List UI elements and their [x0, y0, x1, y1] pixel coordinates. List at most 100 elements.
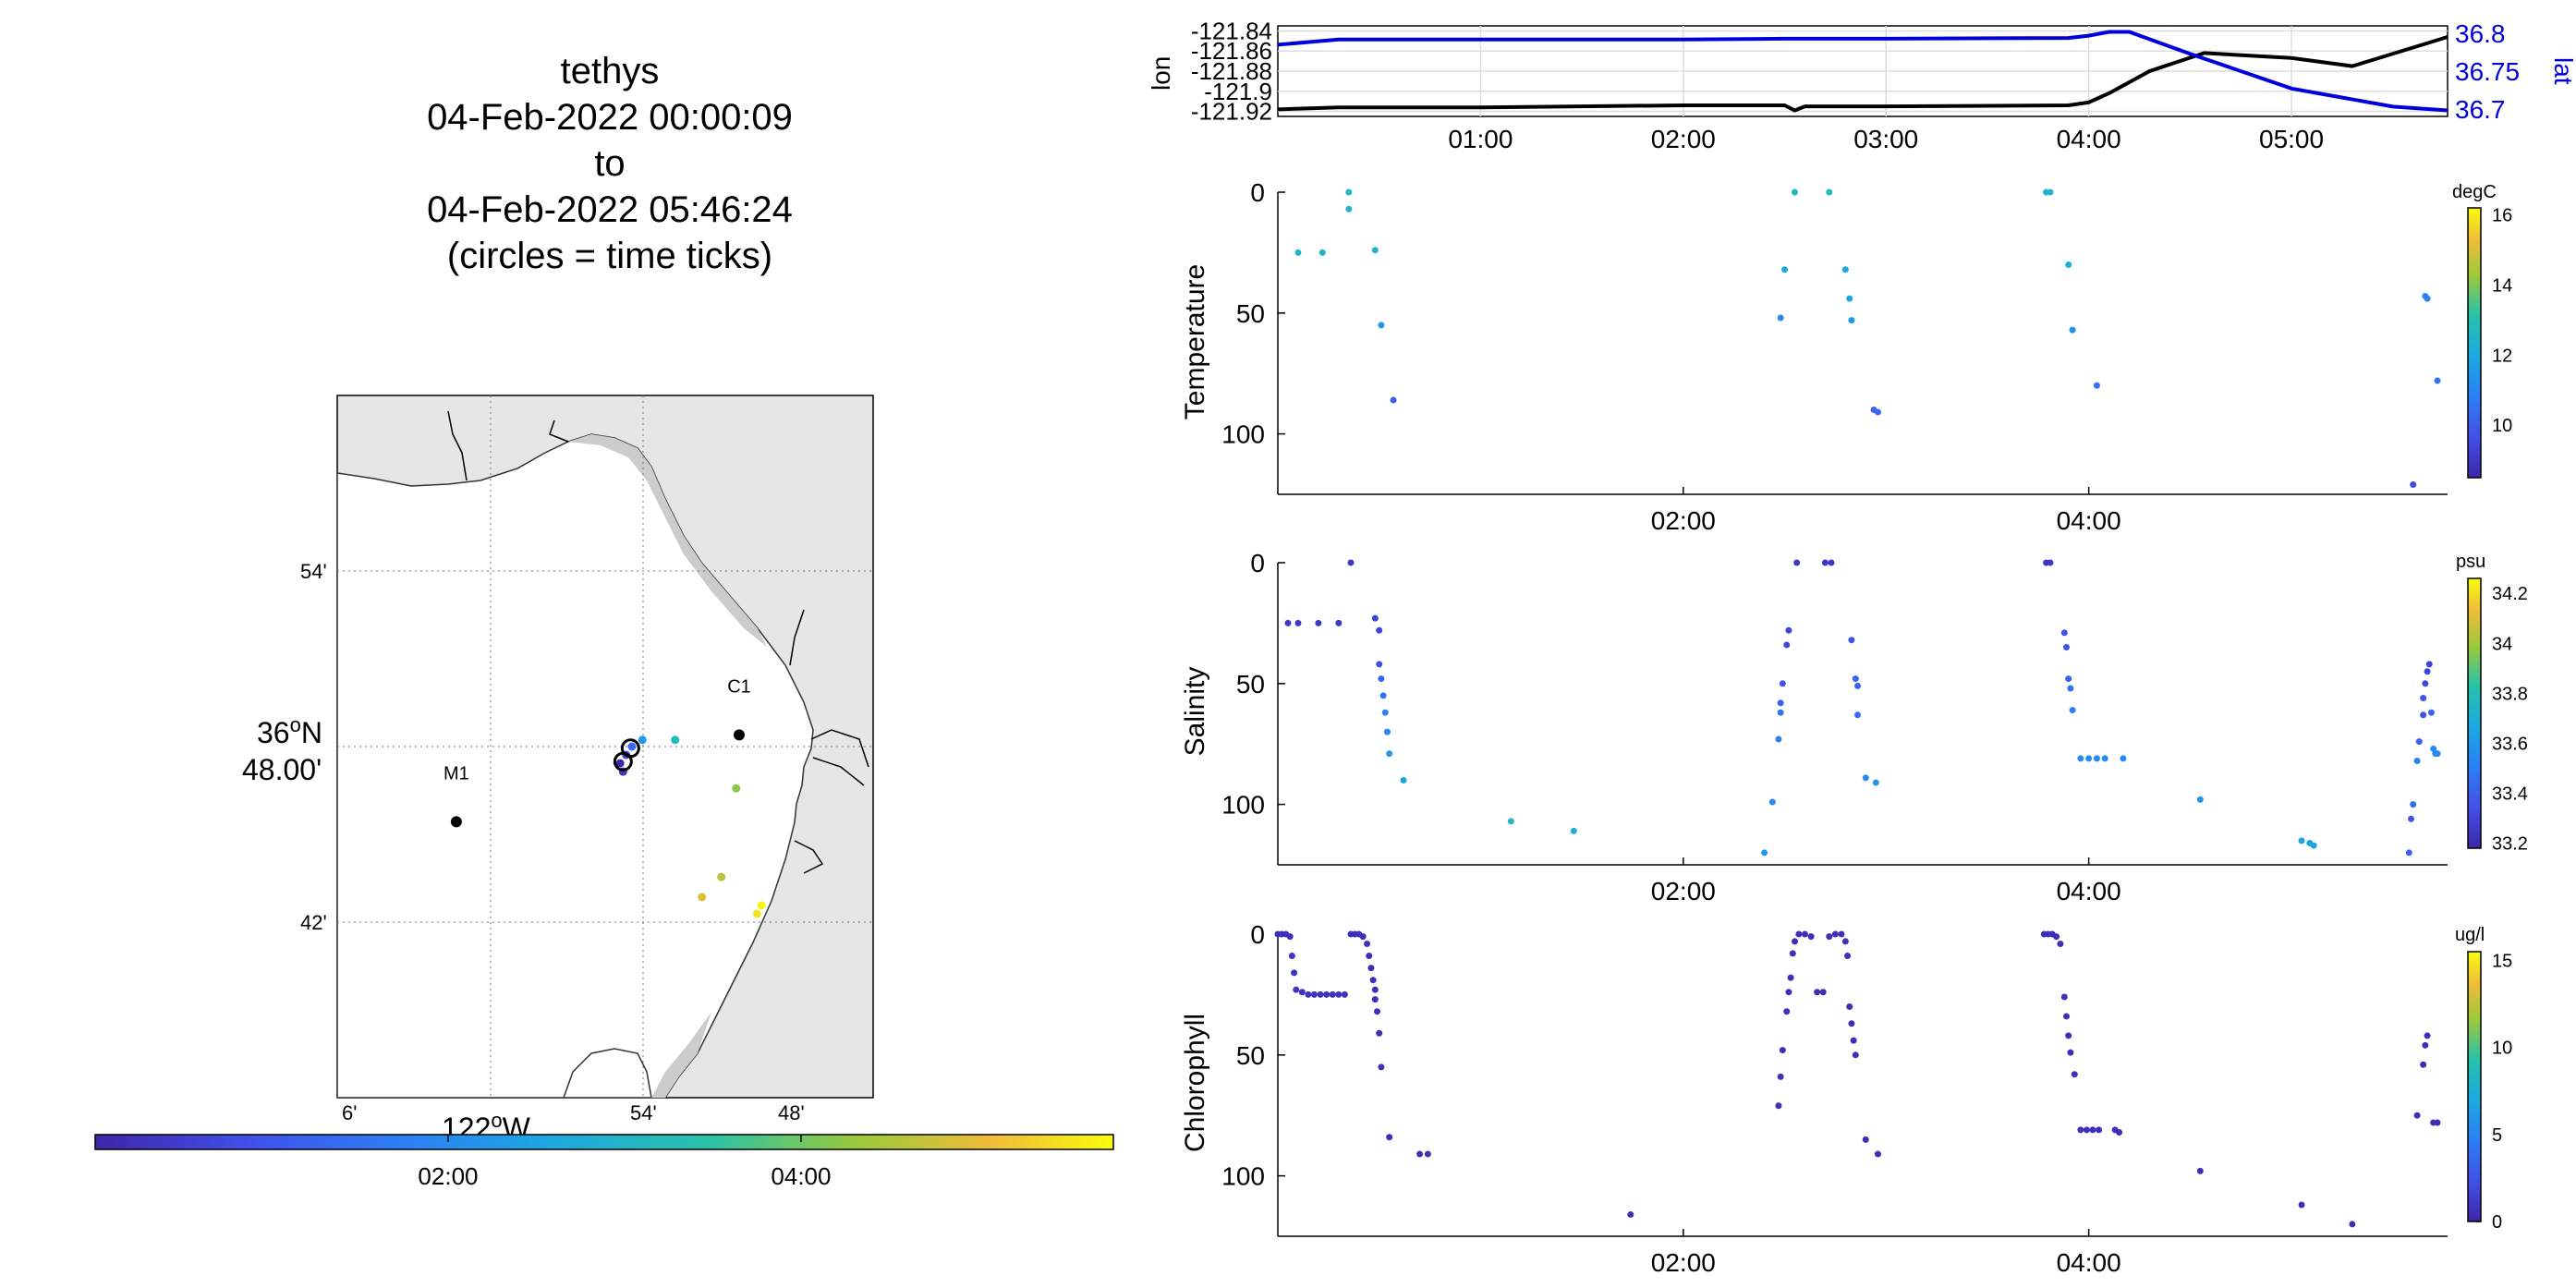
- chlorophyll-point: [1310, 990, 1318, 998]
- temperature-point: [1826, 188, 1833, 196]
- salinity-panel: 0 50 100 02:00 04:00 34.2 34 33.8 33.6 33.4 33.2 S…: [1180, 549, 2528, 905]
- chlorophyll-ytick-label: 0: [1250, 920, 1265, 949]
- temperature-point: [1874, 408, 1881, 416]
- figure-title: tethys 04-Feb-2022 00:00:09 to 04-Feb-20…: [314, 48, 905, 279]
- chlorophyll-point: [2067, 1049, 2074, 1056]
- elkhorn-slough: [810, 729, 869, 786]
- salinity-point: [1570, 827, 1577, 834]
- map-colorbar-tick-label: 04:00: [771, 1162, 831, 1190]
- salinity-point: [1828, 559, 1835, 566]
- salinity-point: [2093, 755, 2100, 762]
- temperature-point: [2093, 382, 2100, 389]
- temperature-point: [1345, 205, 1353, 213]
- map-colorbar-gradient: [94, 1134, 1114, 1150]
- salinity-colorbar-tick-label: 33.8: [2492, 684, 2528, 704]
- lonlat-ylabel-left: lon: [1147, 56, 1175, 91]
- river-northeast: [549, 419, 569, 443]
- chlorophyll-point: [1369, 977, 1377, 984]
- temperature-ytick-label: 50: [1236, 299, 1265, 328]
- chlorophyll-point: [1367, 965, 1375, 972]
- salinity-point: [1768, 798, 1776, 806]
- salinity-point: [1347, 559, 1355, 566]
- chlorophyll-point: [1378, 1063, 1385, 1071]
- temperature-point: [2069, 326, 2076, 334]
- map-track-point: [757, 901, 766, 910]
- chlorophyll-point: [2116, 1129, 2123, 1136]
- temperature-point: [1781, 266, 1789, 273]
- chlorophyll-point: [1286, 933, 1294, 941]
- chlorophyll-point: [1862, 1136, 1869, 1143]
- shore-fringe: [568, 434, 767, 647]
- salinity-point: [2434, 750, 2441, 758]
- chlorophyll-point: [2424, 1032, 2431, 1039]
- temperature-point: [1378, 322, 1385, 329]
- salinity-colorbar-tick-label: 34.2: [2492, 584, 2528, 604]
- lonlat-ytick-label-right: 36.75: [2455, 57, 2520, 86]
- salinity-point: [2420, 694, 2427, 701]
- lonlat-series-lon: [1277, 35, 2448, 113]
- lonlat-ytick-label-left: -121.92: [1191, 98, 1272, 126]
- map-station-marker: [450, 816, 462, 828]
- temperature-point: [1318, 249, 1326, 256]
- salinity-point: [1378, 675, 1385, 683]
- temperature-colorbar-unit: degC: [2452, 182, 2497, 202]
- chlorophyll-point: [1831, 930, 1839, 938]
- temperature-point: [1345, 188, 1353, 196]
- salinity-point: [2410, 801, 2417, 808]
- salinity-point: [1315, 619, 1322, 626]
- temperature-point: [1777, 314, 1784, 322]
- chlorophyll-point: [1329, 990, 1336, 998]
- map-station-label: M1: [444, 763, 469, 784]
- chlorophyll-point: [1826, 933, 1833, 941]
- salinity-point: [2069, 707, 2076, 714]
- chlorophyll-point: [1783, 1008, 1791, 1015]
- lonlat-panel: 01:00 02:00 03:00 04:00 05:00-121.84-121.86-…: [1147, 17, 2576, 153]
- temperature-ytick-label: 0: [1250, 178, 1265, 207]
- map-track-point: [638, 735, 647, 745]
- chlorophyll-point: [1341, 990, 1348, 998]
- temperature-colorbar-tick-label: 12: [2492, 346, 2512, 366]
- salinity-colorbar-tick-label: 33.4: [2492, 784, 2528, 805]
- chlorophyll-point: [2063, 1013, 2071, 1020]
- temperature-xtick-label: 02:00: [1651, 506, 1716, 535]
- temperature-point: [1791, 188, 1798, 196]
- lonlat-xtick-label: 03:00: [1853, 125, 1918, 153]
- temperature-point: [2065, 261, 2072, 268]
- chlorophyll-point: [1371, 996, 1379, 1003]
- title-platform: tethys: [560, 51, 660, 91]
- salinity-point: [2067, 685, 2074, 692]
- river-southeast: [794, 840, 824, 874]
- river-north: [447, 410, 468, 481]
- chlorophyll-point: [1789, 950, 1796, 957]
- temperature-point: [2047, 188, 2054, 196]
- map-track-point: [615, 759, 625, 768]
- chlorophyll-point: [1359, 933, 1367, 941]
- chlorophyll-point: [1305, 990, 1312, 998]
- lonlat-xtick-label: 01:00: [1448, 125, 1513, 153]
- salinity-point: [1383, 728, 1391, 735]
- lonlat-ytick-label-right: 36.8: [2455, 19, 2506, 48]
- chlorophyll-point: [1785, 989, 1792, 996]
- salinity-point: [1761, 849, 1768, 857]
- temperature-point: [1841, 266, 1849, 273]
- chlorophyll-point: [2065, 1032, 2072, 1039]
- chlorophyll-point: [2413, 1112, 2421, 1119]
- chlorophyll-point: [2420, 1061, 2427, 1068]
- chlorophyll-point: [1807, 933, 1815, 941]
- chlorophyll-colorbar-tick-label: 15: [2492, 951, 2512, 971]
- salinity-point: [1852, 675, 1859, 683]
- salinity-point: [2425, 661, 2433, 668]
- shore-fringe-south: [651, 1012, 711, 1098]
- chlorophyll-ylabel: Chlorophyll: [1180, 1014, 1210, 1152]
- temperature-point: [2434, 377, 2441, 384]
- chlorophyll-point: [1852, 1051, 1859, 1059]
- chlorophyll-point: [1846, 1002, 1853, 1010]
- salinity-point: [1854, 682, 1862, 689]
- salinity-point: [2065, 675, 2072, 683]
- chlorophyll-point: [1844, 953, 1852, 960]
- temperature-ytick-label: 100: [1221, 420, 1265, 449]
- salinity-point: [1872, 779, 1879, 786]
- chlorophyll-point: [1791, 938, 1798, 945]
- chlorophyll-point: [1779, 1047, 1786, 1054]
